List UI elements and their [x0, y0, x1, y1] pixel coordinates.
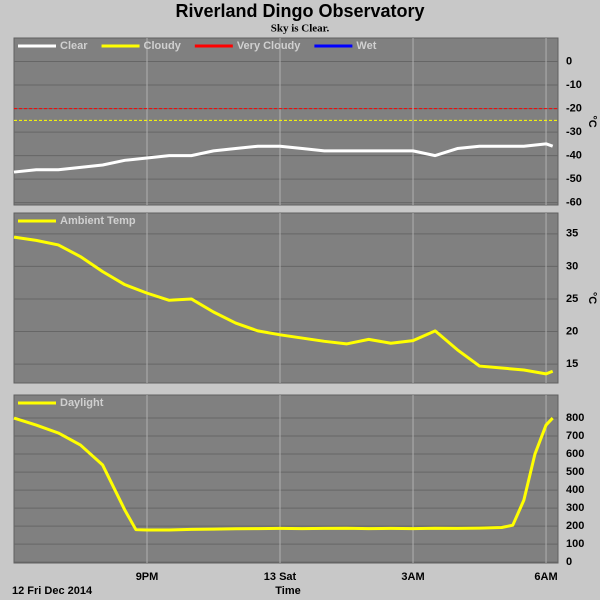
legend-label: Cloudy: [144, 40, 182, 52]
y-axis-label: °C: [586, 292, 598, 304]
y-tick-label: -10: [566, 79, 582, 91]
legend-label: Ambient Temp: [60, 215, 136, 227]
plot-area: [13, 394, 559, 564]
y-tick-label: 700: [566, 430, 584, 442]
plot-area: [13, 212, 559, 384]
y-tick-label: -30: [566, 126, 582, 138]
x-tick-label: 3AM: [401, 571, 424, 583]
legend-label: Daylight: [60, 397, 104, 409]
y-tick-label: -50: [566, 173, 582, 185]
y-tick-label: 20: [566, 325, 578, 337]
plot-area: [13, 37, 559, 206]
y-tick-label: -20: [566, 102, 582, 114]
y-tick-label: -60: [566, 197, 582, 209]
plot-lines: [13, 108, 558, 174]
x-tick-label: 13 Sat: [264, 571, 297, 583]
y-tick-label: 30: [566, 260, 578, 272]
y-tick-label: 300: [566, 502, 584, 514]
y-tick-label: 15: [566, 358, 578, 370]
y-tick-label: -40: [566, 150, 582, 162]
x-tick-label: 9PM: [136, 571, 159, 583]
legend-label: Wet: [356, 40, 376, 52]
y-tick-label: 0: [566, 55, 572, 67]
plot-lines: [13, 416, 554, 532]
data-line: [13, 416, 554, 532]
plot-lines: [13, 235, 554, 376]
data-line: [13, 235, 554, 376]
y-tick-label: 400: [566, 484, 584, 496]
chart-title: Riverland Dingo Observatory: [175, 1, 424, 21]
legend-label: Very Cloudy: [237, 40, 301, 52]
y-tick-label: 500: [566, 466, 584, 478]
y-tick-label: 0: [566, 556, 572, 568]
chart-subtitle: Sky is Clear.: [271, 23, 330, 35]
y-tick-label: 600: [566, 448, 584, 460]
y-tick-label: 35: [566, 228, 578, 240]
date-label: 12 Fri Dec 2014: [12, 585, 93, 597]
x-tick-label: 6AM: [534, 571, 557, 583]
y-tick-label: 200: [566, 520, 584, 532]
legend-label: Clear: [60, 40, 88, 52]
y-axis-label: °C: [586, 115, 598, 127]
y-tick-label: 100: [566, 538, 584, 550]
x-axis-label: Time: [275, 585, 300, 597]
y-tick-label: 25: [566, 293, 578, 305]
data-line: [13, 142, 554, 174]
y-tick-label: 800: [566, 412, 584, 424]
